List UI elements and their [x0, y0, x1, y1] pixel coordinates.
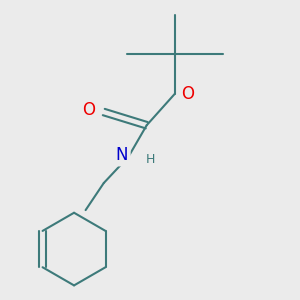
Text: O: O — [82, 101, 95, 119]
Text: N: N — [116, 146, 128, 164]
Text: O: O — [182, 85, 194, 103]
Text: H: H — [145, 153, 155, 167]
